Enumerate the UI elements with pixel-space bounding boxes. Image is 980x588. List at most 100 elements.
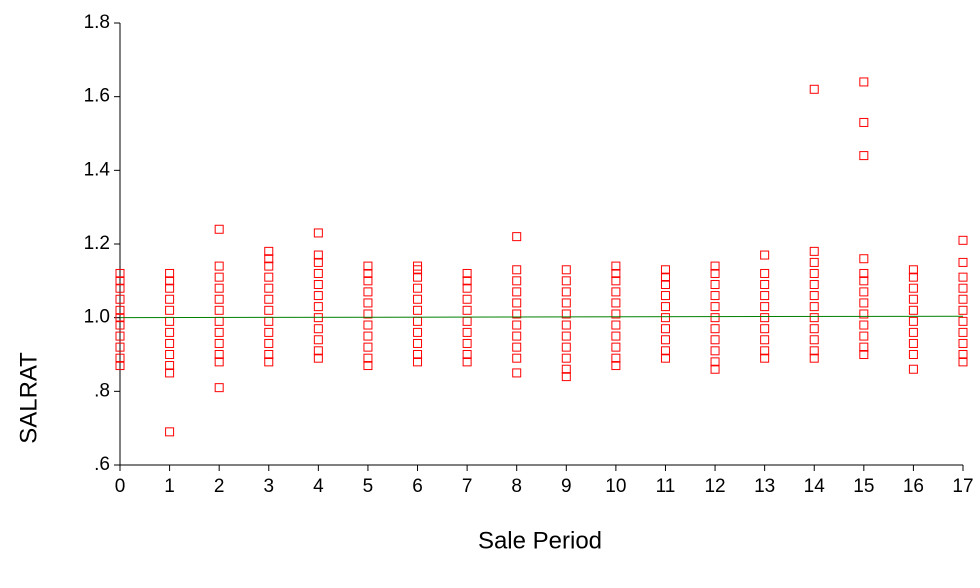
- point: [264, 254, 274, 264]
- point: [760, 302, 770, 312]
- point: [264, 261, 274, 271]
- x-tick-label: 1: [164, 476, 175, 497]
- point: [512, 265, 522, 275]
- point: [363, 331, 373, 341]
- point: [859, 117, 869, 127]
- point: [561, 353, 571, 363]
- point: [561, 342, 571, 352]
- point: [264, 294, 274, 304]
- point: [512, 298, 522, 308]
- point: [462, 350, 472, 359]
- point: [958, 357, 968, 367]
- point: [958, 316, 968, 326]
- point: [611, 261, 621, 271]
- point: [660, 265, 670, 275]
- point: [710, 357, 720, 367]
- point: [165, 316, 175, 326]
- point: [809, 84, 819, 94]
- point: [115, 320, 125, 330]
- x-tick-label: 11: [656, 476, 676, 497]
- point: [611, 320, 621, 330]
- y-tick-label: 1.6: [84, 86, 110, 107]
- point: [908, 294, 918, 304]
- point: [958, 257, 968, 267]
- point: [413, 261, 423, 271]
- x-tick-label: 0: [115, 476, 126, 497]
- x-tick-label: 8: [511, 476, 522, 497]
- point: [859, 151, 869, 161]
- point: [165, 305, 175, 315]
- y-tick-label: .8: [94, 380, 110, 401]
- point: [115, 331, 125, 341]
- point: [611, 361, 621, 371]
- point: [512, 368, 522, 378]
- point: [512, 342, 522, 352]
- point: [710, 335, 720, 345]
- point: [413, 272, 423, 282]
- point: [264, 316, 274, 326]
- point: [908, 327, 918, 337]
- point: [214, 316, 224, 326]
- point: [512, 353, 522, 363]
- point: [313, 302, 323, 312]
- point: [561, 265, 571, 275]
- point: [760, 250, 770, 260]
- point: [760, 313, 770, 323]
- point: [363, 261, 373, 271]
- point: [165, 294, 175, 304]
- point: [611, 309, 621, 319]
- point: [958, 235, 968, 245]
- point: [462, 276, 472, 286]
- x-tick-label: 14: [804, 476, 826, 497]
- y-axis-label: SALRAT: [15, 352, 42, 444]
- point: [363, 361, 373, 371]
- point: [859, 342, 869, 352]
- point: [859, 331, 869, 341]
- point: [908, 305, 918, 315]
- point: [363, 342, 373, 352]
- point: [413, 357, 423, 367]
- point: [908, 265, 918, 275]
- point: [958, 338, 968, 348]
- point: [413, 294, 423, 304]
- point: [462, 305, 472, 315]
- point: [115, 305, 125, 315]
- point: [462, 294, 472, 304]
- point: [908, 283, 918, 293]
- point: [958, 350, 968, 359]
- point: [710, 261, 720, 271]
- point: [809, 246, 819, 256]
- point: [908, 364, 918, 374]
- point: [165, 368, 175, 378]
- point: [165, 276, 175, 286]
- point: [115, 268, 125, 278]
- point: [809, 353, 819, 363]
- point: [462, 327, 472, 337]
- point: [264, 350, 274, 359]
- point: [561, 364, 571, 374]
- point: [760, 335, 770, 345]
- point: [214, 383, 224, 393]
- point: [313, 228, 323, 238]
- point: [413, 316, 423, 326]
- point: [313, 353, 323, 363]
- point: [660, 324, 670, 334]
- point: [859, 276, 869, 286]
- x-tick-label: 16: [903, 476, 924, 497]
- point: [710, 268, 720, 278]
- point: [561, 320, 571, 330]
- point: [760, 268, 770, 278]
- point: [660, 272, 670, 282]
- x-axis-label: Sale Period: [478, 527, 602, 554]
- point: [264, 283, 274, 293]
- point: [512, 232, 522, 242]
- point: [264, 327, 274, 337]
- point: [809, 335, 819, 345]
- point: [561, 298, 571, 308]
- point: [214, 327, 224, 337]
- point: [512, 287, 522, 297]
- point: [264, 246, 274, 256]
- point: [958, 283, 968, 293]
- point: [264, 272, 274, 282]
